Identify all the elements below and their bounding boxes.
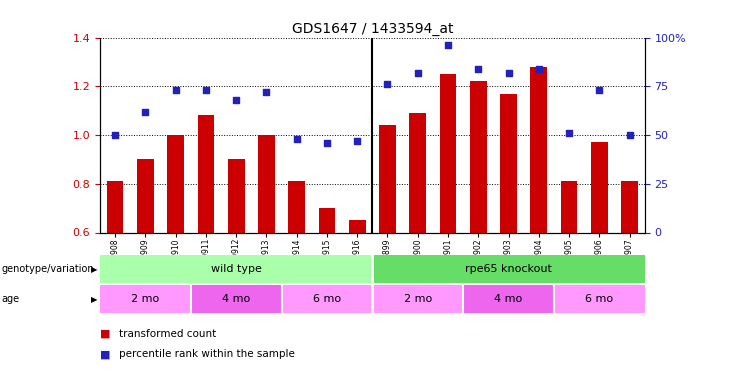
- Point: [502, 70, 514, 76]
- Point: [200, 87, 212, 93]
- Text: 4 mo: 4 mo: [222, 294, 250, 304]
- Text: age: age: [1, 294, 19, 304]
- Bar: [463, 285, 554, 313]
- Bar: [591, 142, 608, 232]
- Bar: [288, 181, 305, 232]
- Text: ■: ■: [100, 350, 110, 359]
- Point: [442, 42, 454, 48]
- Bar: [319, 208, 335, 232]
- Bar: [349, 220, 365, 232]
- Bar: [500, 94, 516, 232]
- Point: [351, 138, 363, 144]
- Bar: [531, 67, 547, 232]
- Bar: [410, 113, 426, 232]
- Text: ▶: ▶: [91, 265, 97, 274]
- Point: [533, 66, 545, 72]
- Text: ■: ■: [100, 329, 110, 339]
- Point: [139, 109, 151, 115]
- Bar: [561, 181, 577, 232]
- Bar: [198, 116, 214, 232]
- Point: [563, 130, 575, 136]
- Bar: [167, 135, 184, 232]
- Point: [382, 81, 393, 87]
- Text: percentile rank within the sample: percentile rank within the sample: [119, 350, 294, 359]
- Text: genotype/variation: genotype/variation: [1, 264, 94, 274]
- Bar: [282, 285, 372, 313]
- Text: rpe65 knockout: rpe65 knockout: [465, 264, 552, 274]
- Point: [412, 70, 424, 76]
- Bar: [100, 255, 373, 283]
- Text: 2 mo: 2 mo: [131, 294, 159, 304]
- Text: wild type: wild type: [210, 264, 262, 274]
- Bar: [372, 255, 645, 283]
- Bar: [191, 285, 282, 313]
- Text: 6 mo: 6 mo: [585, 294, 614, 304]
- Point: [109, 132, 121, 138]
- Bar: [621, 181, 638, 232]
- Bar: [379, 125, 396, 232]
- Point: [290, 136, 302, 142]
- Bar: [258, 135, 275, 232]
- Point: [230, 97, 242, 103]
- Title: GDS1647 / 1433594_at: GDS1647 / 1433594_at: [292, 22, 453, 36]
- Point: [261, 89, 273, 95]
- Bar: [554, 285, 645, 313]
- Text: 6 mo: 6 mo: [313, 294, 341, 304]
- Text: transformed count: transformed count: [119, 329, 216, 339]
- Bar: [137, 159, 153, 232]
- Point: [321, 140, 333, 146]
- Text: ▶: ▶: [91, 295, 97, 304]
- Point: [170, 87, 182, 93]
- Bar: [372, 285, 463, 313]
- Text: 2 mo: 2 mo: [404, 294, 432, 304]
- Bar: [439, 74, 456, 232]
- Bar: [100, 285, 191, 313]
- Bar: [228, 159, 245, 232]
- Text: 4 mo: 4 mo: [494, 294, 522, 304]
- Point: [472, 66, 484, 72]
- Point: [594, 87, 605, 93]
- Bar: [470, 81, 487, 232]
- Bar: [107, 181, 124, 232]
- Point: [624, 132, 636, 138]
